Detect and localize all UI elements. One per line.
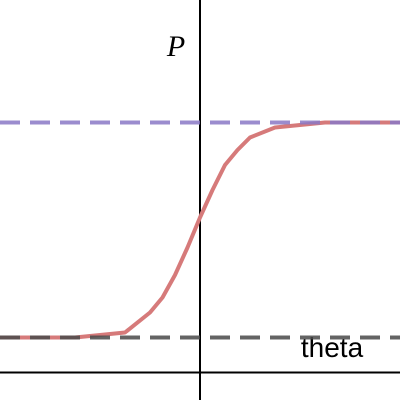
y-axis-label: P bbox=[166, 30, 185, 63]
